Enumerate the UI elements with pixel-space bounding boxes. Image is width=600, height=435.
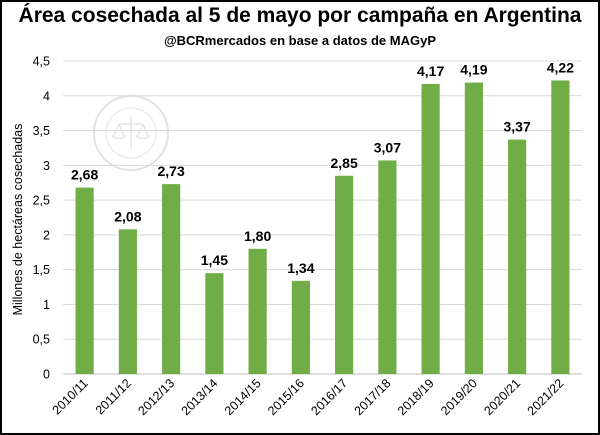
y-axis-label: Millones de hectáreas cosechadas <box>11 124 25 316</box>
bar <box>464 82 483 374</box>
y-tick-label: 1 <box>43 298 50 312</box>
bars <box>75 80 570 374</box>
bar <box>421 83 440 374</box>
y-tick-label: 3 <box>43 159 50 173</box>
y-tick-label: 4,5 <box>33 55 50 69</box>
value-label: 1,80 <box>244 228 271 244</box>
value-label: 2,85 <box>331 155 358 171</box>
value-label: 1,34 <box>287 260 314 276</box>
value-label: 4,22 <box>547 59 574 75</box>
value-label: 2,68 <box>71 167 98 183</box>
bar <box>335 175 354 374</box>
bar <box>248 248 267 374</box>
value-label: 4,19 <box>460 62 487 78</box>
y-tick-labels: 0 0,5 1 1,5 2 2,5 3 3,5 4 4,5 <box>33 55 50 382</box>
bar <box>551 80 570 374</box>
y-tick-label: 0,5 <box>33 333 50 347</box>
value-label: 1,45 <box>201 252 228 268</box>
y-tick-label: 0 <box>43 368 50 382</box>
y-tick-label: 2,5 <box>33 194 50 208</box>
x-tick-label: 2011/12 <box>93 376 134 417</box>
value-label: 2,73 <box>158 163 185 179</box>
bar <box>291 280 310 374</box>
x-tick-label: 2019/20 <box>438 376 480 418</box>
x-tick-label: 2016/17 <box>308 376 350 418</box>
chart-subtitle: @BCRmercados en base a datos de MAGyP <box>163 33 437 48</box>
value-labels: 2,68 2,08 2,73 1,45 1,80 1,34 2,85 3,07 4,17 4,19… <box>71 59 574 275</box>
x-tick-label: 2010/11 <box>50 376 91 417</box>
x-tick-label: 2021/22 <box>525 376 567 418</box>
value-label: 3,07 <box>374 139 401 155</box>
value-label: 4,17 <box>417 63 444 79</box>
bar <box>508 139 527 374</box>
y-tick-label: 1,5 <box>33 263 50 277</box>
chart-title: Área cosechada al 5 de mayo por campaña … <box>18 4 582 27</box>
gridlines <box>63 60 582 340</box>
bar <box>162 184 181 374</box>
x-tick-label: 2014/15 <box>222 376 264 418</box>
y-tick-label: 3,5 <box>33 124 50 138</box>
bar <box>75 187 94 374</box>
x-tick-label: 2020/21 <box>481 376 523 418</box>
y-tick-label: 4 <box>43 89 50 103</box>
x-tick-label: 2012/13 <box>135 376 177 418</box>
y-tick-label: 2 <box>43 228 50 242</box>
value-label: 3,37 <box>504 119 531 135</box>
x-tick-label: 2013/14 <box>179 376 221 418</box>
bar <box>118 229 137 374</box>
x-tick-labels: 2010/11 2011/12 2012/13 2013/14 2014/15 2015/… <box>50 376 567 418</box>
watermark-seal <box>93 95 169 171</box>
x-tick-label: 2018/19 <box>395 376 437 418</box>
x-tick-label: 2015/16 <box>265 376 307 418</box>
bar <box>205 273 224 374</box>
x-tick-label: 2017/18 <box>352 376 394 418</box>
value-label: 2,08 <box>114 208 141 224</box>
bar <box>378 160 397 374</box>
